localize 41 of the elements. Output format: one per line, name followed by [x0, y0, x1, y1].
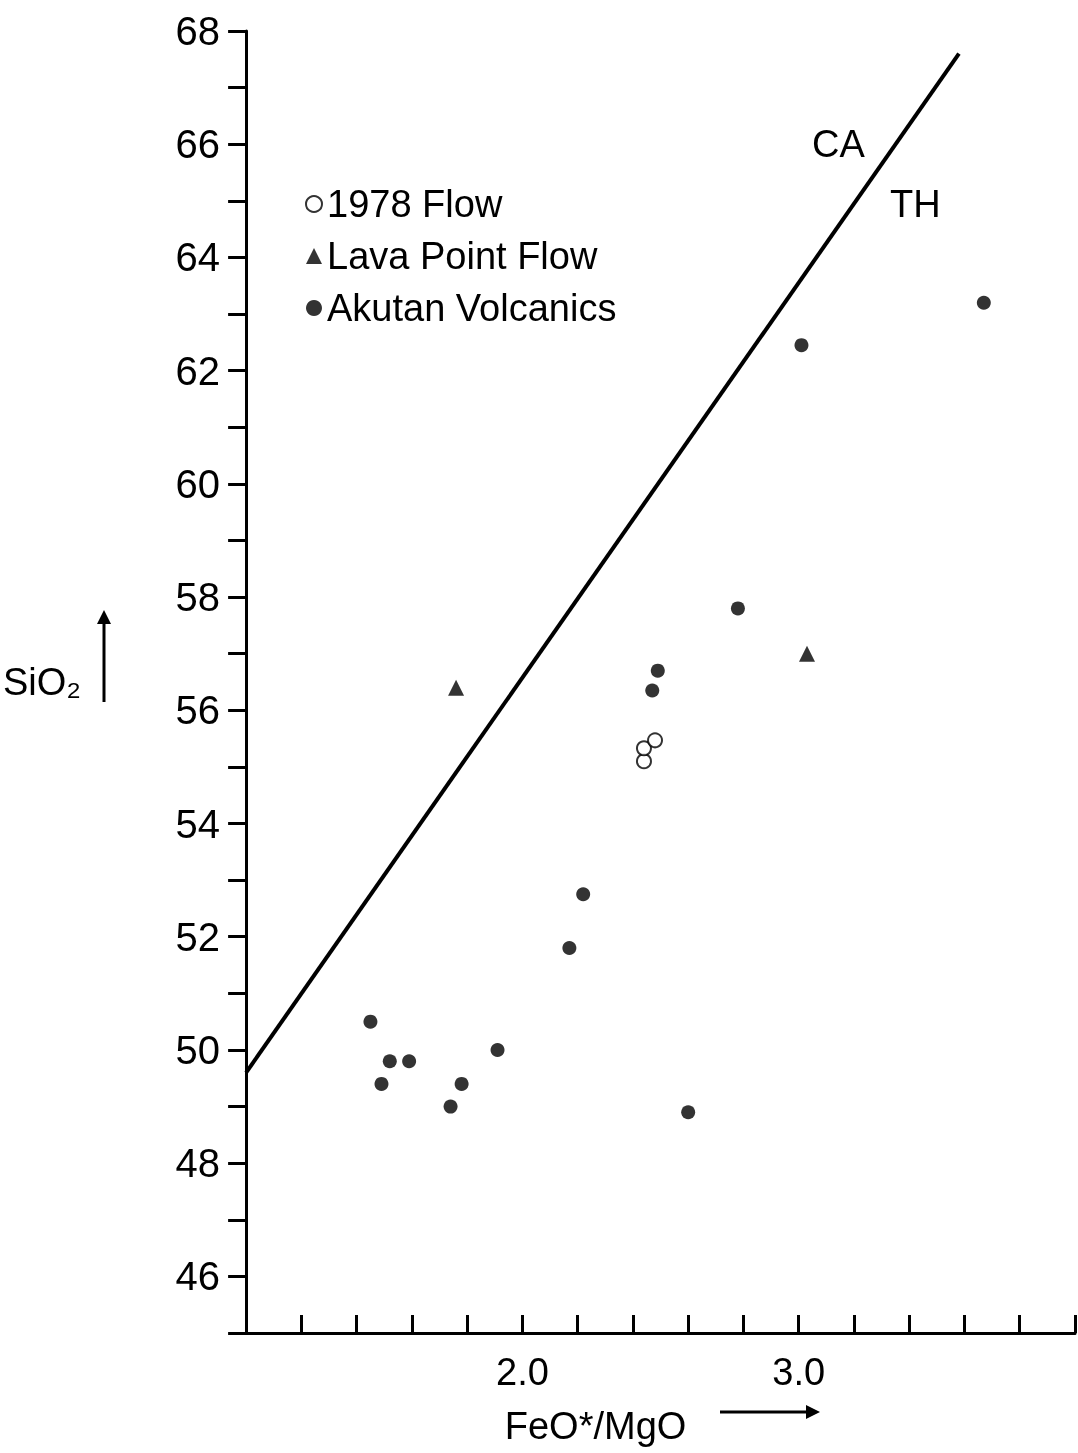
- point: [645, 683, 660, 698]
- y-axis-title: SiO₂: [2, 661, 82, 703]
- y-tick-label: 60: [175, 461, 221, 506]
- point: [647, 732, 664, 749]
- point: [562, 941, 577, 956]
- point: [635, 753, 652, 770]
- point: [730, 601, 745, 616]
- point: [363, 1014, 378, 1029]
- y-tick-label: 56: [175, 688, 221, 733]
- y-tick-label: 58: [175, 575, 221, 620]
- y-tick-label: 64: [175, 235, 221, 280]
- y-tick-label: 66: [175, 122, 221, 167]
- y-tick-label: 48: [175, 1141, 221, 1186]
- point: [976, 295, 991, 310]
- point: [443, 1099, 458, 1114]
- annotation: CA: [812, 123, 866, 165]
- point: [798, 645, 815, 662]
- annotation: TH: [890, 183, 941, 225]
- x-axis-title: FeO*/MgO: [504, 1405, 687, 1447]
- point: [402, 1054, 417, 1069]
- legend-label: 1978 Flow: [327, 183, 503, 225]
- point: [382, 1054, 397, 1069]
- point: [650, 663, 665, 678]
- point: [448, 679, 465, 696]
- legend-label: Lava Point Flow: [327, 235, 598, 277]
- point: [794, 338, 809, 353]
- y-tick-label: 62: [175, 348, 221, 393]
- y-tick-label: 68: [175, 9, 221, 53]
- y-tick-label: 50: [175, 1027, 221, 1072]
- y-tick-label: 46: [175, 1254, 221, 1299]
- point: [681, 1105, 696, 1120]
- point: [635, 740, 652, 757]
- point: [576, 887, 591, 902]
- x-tick-label: 2.0: [495, 1351, 549, 1393]
- y-tick-label: 52: [175, 914, 221, 959]
- y-tick-label: 54: [175, 801, 221, 846]
- point: [490, 1042, 505, 1057]
- x-tick-label: 3.0: [772, 1351, 826, 1393]
- point: [374, 1076, 389, 1091]
- point: [454, 1076, 469, 1091]
- legend-label: Akutan Volcanics: [327, 287, 617, 329]
